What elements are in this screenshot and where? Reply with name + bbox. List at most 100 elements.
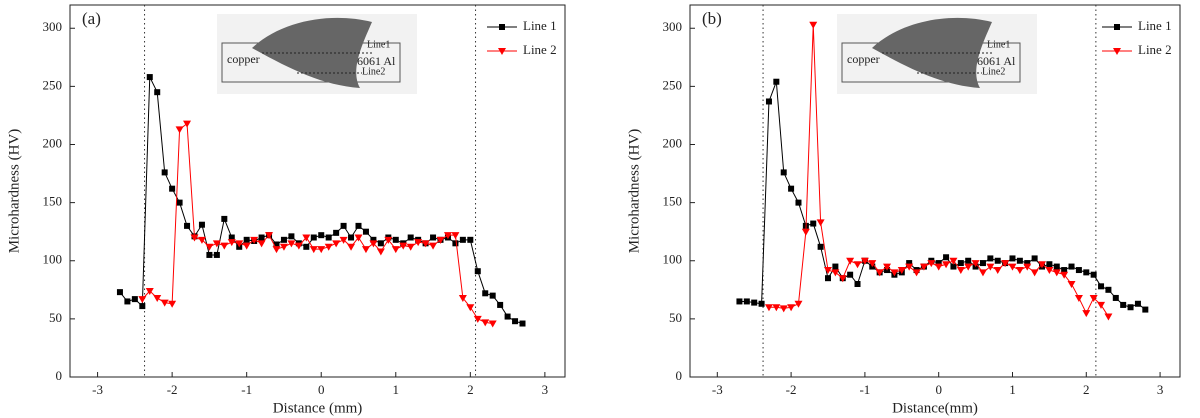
marker — [190, 234, 199, 242]
marker — [489, 292, 496, 299]
marker — [213, 251, 220, 258]
marker — [504, 313, 511, 320]
marker — [1142, 306, 1149, 313]
x-tick-label: 2 — [1083, 382, 1090, 397]
marker — [339, 236, 348, 244]
marker — [779, 305, 788, 313]
marker — [1023, 263, 1032, 271]
marker — [310, 234, 317, 241]
x-tick-label: 0 — [935, 382, 942, 397]
y-tick-label: 200 — [663, 135, 683, 150]
marker — [205, 243, 214, 251]
marker — [362, 228, 369, 235]
marker — [227, 239, 236, 247]
marker — [935, 260, 942, 267]
marker — [116, 289, 123, 296]
inset-label: Line1 — [987, 39, 1010, 50]
marker — [340, 222, 347, 229]
y-tick-label: 50 — [49, 310, 62, 325]
marker — [153, 294, 162, 302]
marker — [860, 257, 869, 265]
x-tick-label: -2 — [786, 382, 797, 397]
y-tick-label: 250 — [43, 77, 63, 92]
marker — [957, 260, 964, 267]
marker — [348, 234, 355, 241]
marker — [1105, 286, 1112, 293]
marker — [1082, 310, 1091, 318]
marker — [905, 263, 914, 271]
marker — [934, 263, 943, 271]
x-tick-label: 3 — [542, 382, 549, 397]
marker — [452, 240, 459, 247]
x-tick-label: 3 — [1157, 382, 1164, 397]
marker — [912, 269, 921, 277]
panel-label: (b) — [702, 9, 722, 28]
series-line — [739, 81, 1146, 310]
marker — [228, 234, 235, 241]
x-tick-label: -3 — [92, 382, 103, 397]
marker — [1060, 271, 1069, 279]
marker — [407, 234, 414, 241]
inset-label: Line2 — [362, 66, 385, 77]
y-tick-label: 300 — [43, 19, 63, 34]
marker — [736, 298, 743, 305]
x-tick-label: 1 — [393, 382, 400, 397]
marker — [949, 257, 958, 265]
x-axis-label: Distance (mm) — [273, 400, 363, 416]
inset-label: Line2 — [982, 66, 1005, 77]
marker — [169, 185, 176, 192]
marker — [347, 243, 356, 251]
marker — [817, 243, 824, 250]
marker — [429, 242, 438, 250]
y-tick-label: 200 — [43, 135, 63, 150]
y-axis-label: Microhardness (HV) — [626, 129, 642, 254]
marker — [809, 21, 818, 29]
x-tick-label: 0 — [318, 382, 325, 397]
marker — [325, 234, 332, 241]
marker — [1104, 313, 1113, 321]
marker — [1097, 301, 1106, 309]
marker — [288, 233, 295, 240]
marker — [482, 290, 489, 297]
marker — [333, 229, 340, 236]
marker — [406, 243, 415, 251]
marker — [773, 78, 780, 85]
marker — [139, 303, 146, 310]
marker — [355, 222, 362, 229]
marker — [273, 241, 280, 248]
marker — [473, 315, 482, 323]
inset-label: copper — [847, 52, 880, 66]
marker — [459, 236, 466, 243]
marker — [324, 243, 333, 251]
x-tick-label: 1 — [1009, 382, 1016, 397]
marker — [272, 246, 281, 254]
marker — [384, 236, 393, 244]
marker — [1001, 260, 1010, 268]
marker — [994, 257, 1001, 264]
marker — [221, 215, 228, 222]
x-tick-label: -3 — [712, 382, 723, 397]
marker — [956, 267, 965, 275]
marker — [780, 169, 787, 176]
marker — [831, 269, 840, 277]
marker — [993, 267, 1002, 275]
marker — [1089, 294, 1098, 302]
legend-marker — [1114, 24, 1120, 30]
marker — [942, 261, 951, 269]
marker — [124, 298, 131, 305]
marker — [1061, 267, 1068, 274]
y-tick-label: 100 — [43, 252, 63, 267]
marker — [1120, 301, 1127, 308]
marker — [795, 199, 802, 206]
marker — [816, 219, 825, 227]
marker — [369, 240, 378, 248]
chart-panel: 0 50 100 150 200 250 300 -3 -2 -1 0 1 2 3 Distance (mm… — [6, 4, 566, 416]
marker — [1045, 267, 1054, 275]
y-axis-label: Microhardness (HV) — [6, 129, 22, 254]
marker — [257, 240, 266, 248]
marker — [361, 246, 370, 254]
marker — [1024, 260, 1031, 267]
marker — [919, 263, 928, 271]
marker — [788, 185, 795, 192]
